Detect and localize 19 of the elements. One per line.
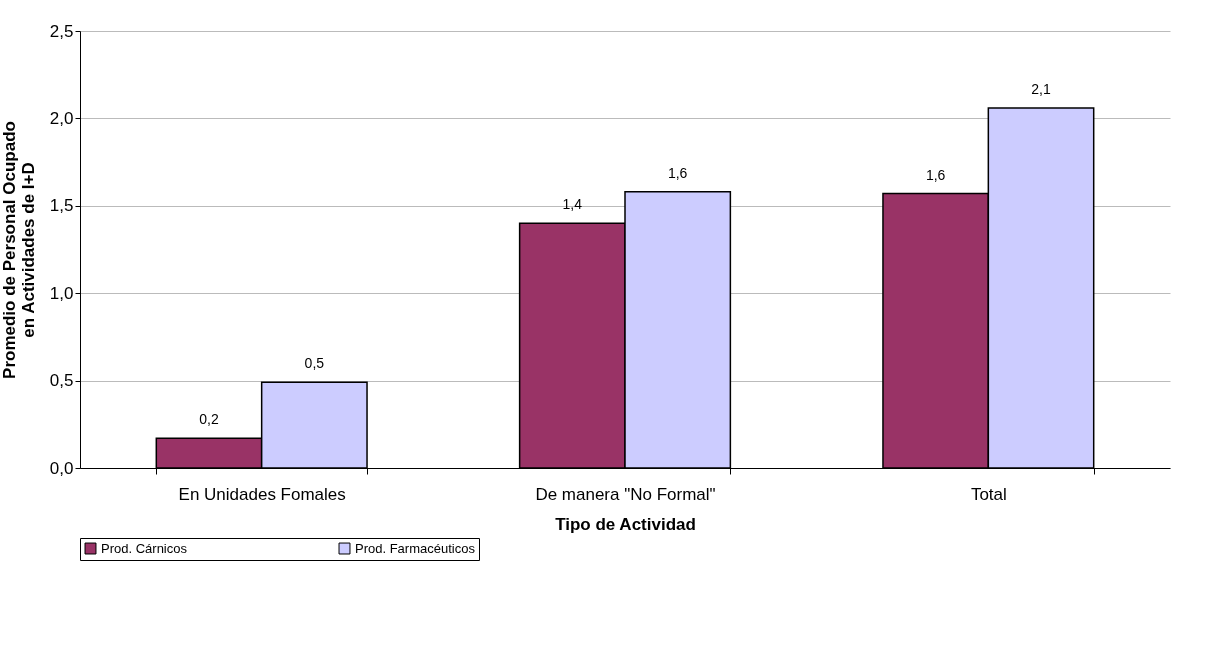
x-axis-title: Tipo de Actividad — [555, 514, 696, 534]
y-tick-label: 2,0 — [49, 108, 74, 128]
x-tick-label: Total — [970, 484, 1007, 504]
legend-label: Prod. Farmacéuticos — [355, 540, 476, 556]
x-tick-label: En Unidades Fomales — [178, 484, 346, 504]
y-axis-title: Promedio de Personal Ocupado en Actividades de I+D — [0, 121, 38, 379]
y-tick-label: 0,5 — [49, 371, 74, 391]
data-label: 1,6 — [667, 164, 688, 181]
data-label: 1,4 — [562, 196, 583, 213]
data-label: 0,5 — [304, 355, 325, 372]
y-tick-label: 1,0 — [49, 283, 74, 303]
y-tick-label: 2,5 — [49, 21, 74, 41]
data-label: 1,6 — [925, 166, 946, 183]
y-tick-label: 1,5 — [49, 196, 74, 216]
data-label: 2,1 — [1031, 80, 1051, 97]
data-label: 0,2 — [199, 411, 219, 428]
x-tick-label: De manera "No Formal" — [535, 484, 716, 504]
y-tick-label: 0,0 — [49, 458, 74, 478]
legend-label: Prod. Cárnicos — [101, 540, 188, 556]
